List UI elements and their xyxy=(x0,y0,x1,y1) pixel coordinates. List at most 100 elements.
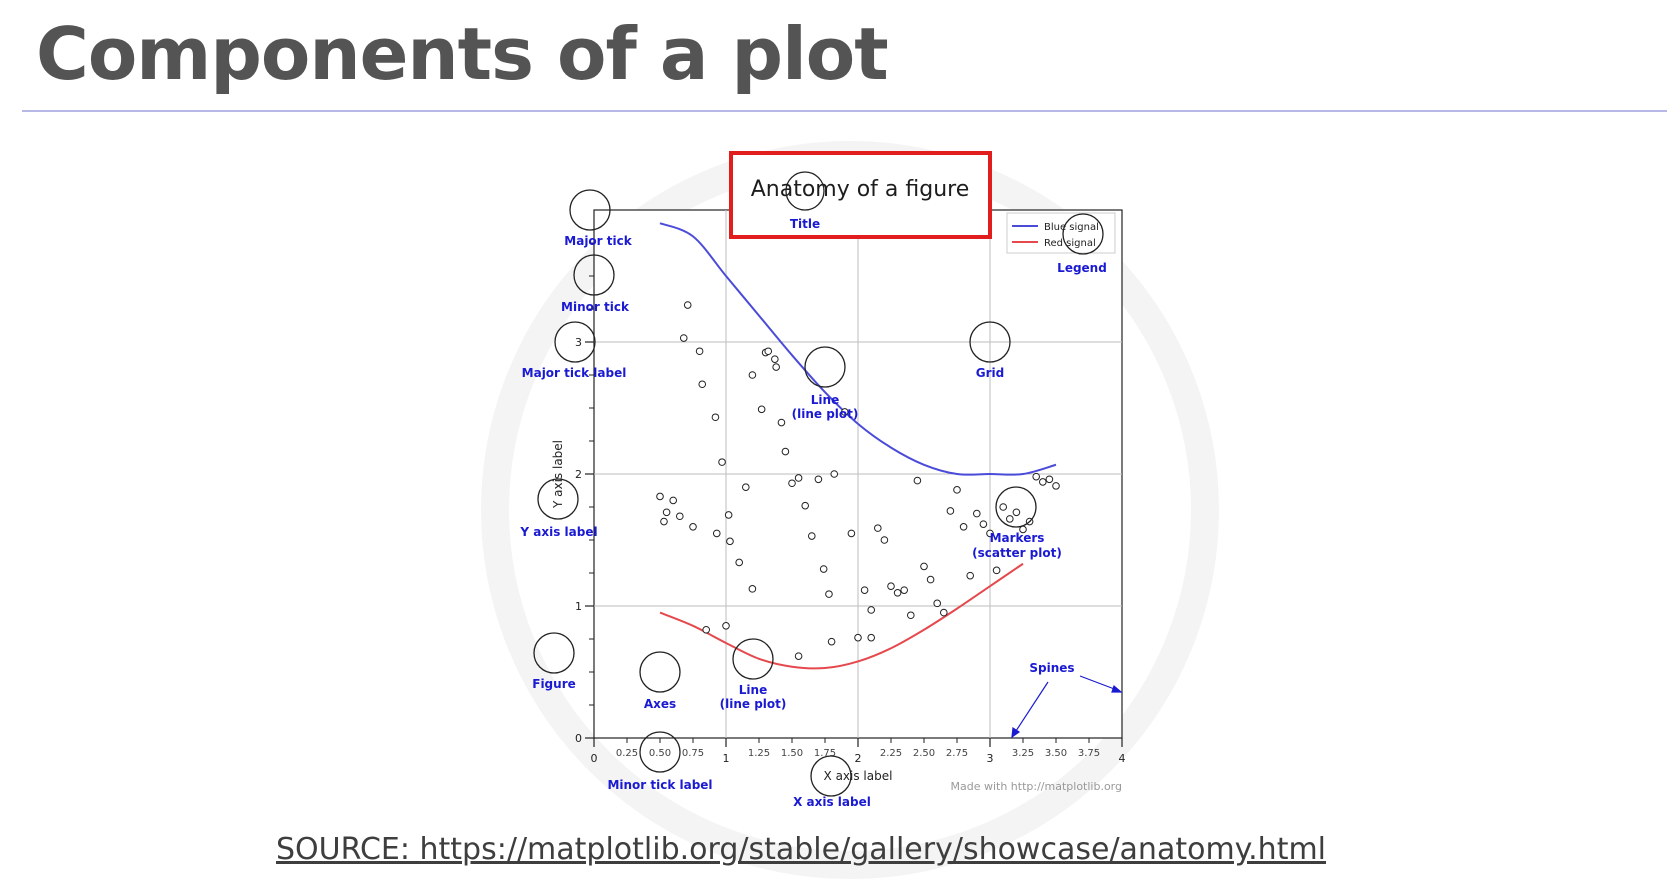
scatter-marker xyxy=(772,363,780,371)
red-signal-line xyxy=(659,562,1024,670)
scatter-marker xyxy=(880,536,889,544)
scatter-marker xyxy=(887,582,895,591)
annotation-x-axis-label: X axis label xyxy=(793,795,871,809)
scatter-marker xyxy=(847,529,856,538)
scatter-marker xyxy=(867,633,876,642)
scatter-marker xyxy=(781,447,790,456)
scatter-marker xyxy=(724,511,733,519)
major-tick-label-x: 2 xyxy=(855,752,862,765)
scatter-marker xyxy=(893,589,902,597)
annotation-minor-tick: Minor tick xyxy=(561,300,630,314)
scatter-marker xyxy=(808,532,816,540)
major-tick-label-y: 0 xyxy=(575,732,582,745)
scatter-marker xyxy=(979,520,988,528)
minor-tick-label-x: 0.25 xyxy=(616,748,638,759)
minor-tick-label-x: 1.50 xyxy=(781,748,803,759)
red-line-circle xyxy=(732,638,774,680)
scatter-marker xyxy=(854,633,862,642)
scatter-marker xyxy=(827,637,836,646)
scatter-marker xyxy=(726,537,734,546)
scatter-marker xyxy=(748,585,757,593)
annotation-grid: Grid xyxy=(976,366,1004,380)
scatter-marker xyxy=(814,475,823,484)
scatter-marker xyxy=(973,509,981,518)
annotation-blue-line-2: (line plot) xyxy=(792,407,859,421)
scatter-marker xyxy=(748,371,757,379)
major-tick-label-x: 1 xyxy=(723,752,730,765)
major-tick-circle xyxy=(569,189,611,231)
scatter-marker xyxy=(794,652,803,660)
ticks-layer: 0 1 2 3 4 0.25 0.50 0.75 1.25 1.50 1.75 2.25 2.50 2.7… xyxy=(575,242,1126,765)
scatter-marker xyxy=(695,347,704,356)
minor-tick-label-x: 0.50 xyxy=(649,748,671,759)
minor-tick-label-x: 0.75 xyxy=(682,748,704,759)
scatter-marker xyxy=(771,355,779,363)
scatter-marker xyxy=(920,562,928,571)
annotation-blue-line-1: Line xyxy=(811,393,839,407)
scatter-marker xyxy=(874,524,882,532)
legend-circle xyxy=(1062,213,1104,255)
series-layer xyxy=(656,222,1060,670)
scatter-marker xyxy=(794,474,803,482)
scatter-marker xyxy=(907,611,915,620)
scatter-marker xyxy=(777,418,786,427)
scatter-marker xyxy=(900,586,909,594)
minor-tick-label-x: 2.50 xyxy=(913,748,935,759)
source-link[interactable]: SOURCE: https://matplotlib.org/stable/ga… xyxy=(276,832,1327,867)
scatter-marker xyxy=(867,606,876,614)
scatter-marker xyxy=(966,571,975,580)
legend: Blue signal Red signal xyxy=(1006,212,1116,254)
scatter-marker xyxy=(722,622,730,630)
major-tick-label-x: 0 xyxy=(591,752,598,765)
annotation-figure: Figure xyxy=(532,677,576,691)
annotation-spines: Spines xyxy=(1029,661,1074,675)
scatter-marker xyxy=(1052,482,1060,490)
minor-tick-label-x: 1.75 xyxy=(814,748,836,759)
scatter-marker xyxy=(933,599,942,608)
scatter-marker xyxy=(735,558,744,567)
y-axis-label: Y axis label xyxy=(551,440,565,509)
blue-signal-line xyxy=(659,222,1057,476)
x-axis-label: X axis label xyxy=(824,769,893,783)
title-highlight-box xyxy=(729,151,992,239)
scatter-marker xyxy=(711,413,720,422)
scatter-marker xyxy=(683,301,692,309)
annotation-red-line-2: (line plot) xyxy=(720,697,787,711)
major-tick-label-x: 4 xyxy=(1119,752,1126,765)
annotation-minor-tick-label: Minor tick label xyxy=(607,778,712,792)
annotation-major-tick-label: Major tick label xyxy=(522,366,627,380)
scatter-marker xyxy=(788,479,796,488)
minor-tick-label-circle xyxy=(639,731,681,773)
annotation-axes: Axes xyxy=(644,697,676,711)
scatter-marker xyxy=(841,408,849,416)
scatter-marker xyxy=(986,529,994,538)
spines-arrows xyxy=(1011,675,1123,739)
markers-circle xyxy=(995,486,1037,528)
scatter-marker xyxy=(679,334,688,342)
minor-tick-label-x: 1.25 xyxy=(748,748,770,759)
annotation-title: Title xyxy=(790,217,820,231)
scatter-marker xyxy=(742,483,750,492)
scatter-marker xyxy=(718,458,726,466)
scatter-marker xyxy=(1006,515,1014,523)
major-tick-label-circle xyxy=(554,321,596,363)
scatter-marker xyxy=(712,529,721,538)
spines-arrow-bottom xyxy=(1013,681,1049,735)
scatter-marker xyxy=(1012,508,1021,517)
scatter-marker xyxy=(689,523,697,531)
scatter-marker xyxy=(676,512,684,521)
y-axis-label-circle xyxy=(537,478,579,520)
figure-title: Anatomy of a figure xyxy=(751,177,970,202)
major-tick-label-y: 1 xyxy=(575,600,582,613)
annotation-markers-1: Markers xyxy=(990,531,1045,545)
scatter-marker xyxy=(959,523,968,531)
annotation-labels: Title Major tick Minor tick Major tick l… xyxy=(519,217,1106,809)
title-marker-circle xyxy=(785,171,825,211)
annotation-circles xyxy=(533,171,1104,797)
scatter-marker xyxy=(1032,472,1040,481)
scatter-marker xyxy=(757,405,766,414)
scatter-marker xyxy=(662,508,671,517)
scatter-marker xyxy=(940,608,948,617)
scatter-marker xyxy=(656,492,664,501)
